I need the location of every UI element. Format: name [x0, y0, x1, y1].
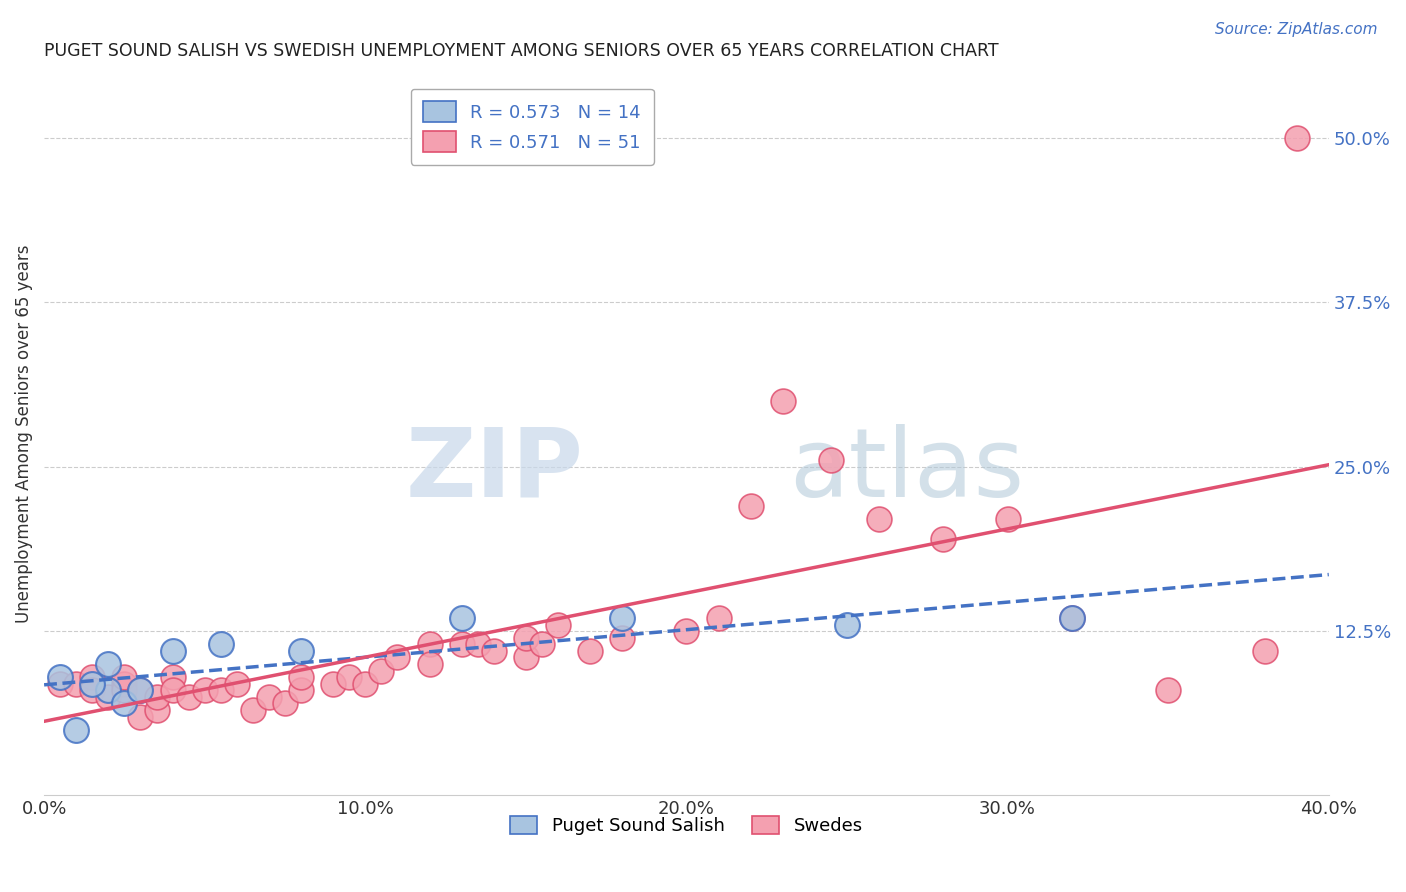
Point	[354, 676, 377, 690]
Point	[820, 453, 842, 467]
Point	[337, 670, 360, 684]
Point	[612, 611, 634, 625]
Point	[450, 611, 472, 625]
Point	[257, 690, 280, 704]
Point	[112, 683, 135, 698]
Point	[322, 676, 344, 690]
Point	[49, 676, 72, 690]
Point	[82, 683, 104, 698]
Point	[290, 683, 312, 698]
Point	[129, 683, 152, 698]
Point	[530, 637, 553, 651]
Point	[162, 683, 184, 698]
Point	[112, 676, 135, 690]
Text: atlas: atlas	[789, 424, 1025, 516]
Point	[209, 637, 232, 651]
Point	[177, 690, 200, 704]
Point	[242, 703, 264, 717]
Point	[370, 664, 392, 678]
Point	[145, 703, 167, 717]
Point	[868, 512, 890, 526]
Point	[129, 709, 152, 723]
Point	[1060, 611, 1083, 625]
Point	[65, 676, 87, 690]
Point	[482, 644, 505, 658]
Point	[97, 657, 120, 671]
Point	[225, 676, 247, 690]
Point	[1157, 683, 1180, 698]
Text: Source: ZipAtlas.com: Source: ZipAtlas.com	[1215, 22, 1378, 37]
Point	[97, 690, 120, 704]
Point	[835, 617, 858, 632]
Point	[1285, 131, 1308, 145]
Point	[515, 650, 537, 665]
Text: ZIP: ZIP	[406, 424, 583, 516]
Point	[112, 697, 135, 711]
Legend: Puget Sound Salish, Swedes: Puget Sound Salish, Swedes	[502, 806, 872, 844]
Point	[579, 644, 602, 658]
Point	[290, 644, 312, 658]
Point	[209, 683, 232, 698]
Point	[612, 631, 634, 645]
Point	[162, 670, 184, 684]
Point	[49, 670, 72, 684]
Point	[1060, 611, 1083, 625]
Text: PUGET SOUND SALISH VS SWEDISH UNEMPLOYMENT AMONG SENIORS OVER 65 YEARS CORRELATI: PUGET SOUND SALISH VS SWEDISH UNEMPLOYME…	[44, 42, 998, 60]
Point	[1253, 644, 1275, 658]
Point	[547, 617, 569, 632]
Y-axis label: Unemployment Among Seniors over 65 years: Unemployment Among Seniors over 65 years	[15, 244, 32, 624]
Point	[129, 683, 152, 698]
Point	[418, 637, 440, 651]
Point	[707, 611, 730, 625]
Point	[97, 683, 120, 698]
Point	[145, 690, 167, 704]
Point	[467, 637, 489, 651]
Point	[65, 723, 87, 737]
Point	[932, 532, 955, 546]
Point	[450, 637, 472, 651]
Point	[675, 624, 697, 638]
Point	[82, 676, 104, 690]
Point	[82, 670, 104, 684]
Point	[162, 644, 184, 658]
Point	[997, 512, 1019, 526]
Point	[274, 697, 297, 711]
Point	[194, 683, 217, 698]
Point	[740, 500, 762, 514]
Point	[515, 631, 537, 645]
Point	[418, 657, 440, 671]
Point	[112, 670, 135, 684]
Point	[290, 670, 312, 684]
Point	[387, 650, 409, 665]
Point	[772, 394, 794, 409]
